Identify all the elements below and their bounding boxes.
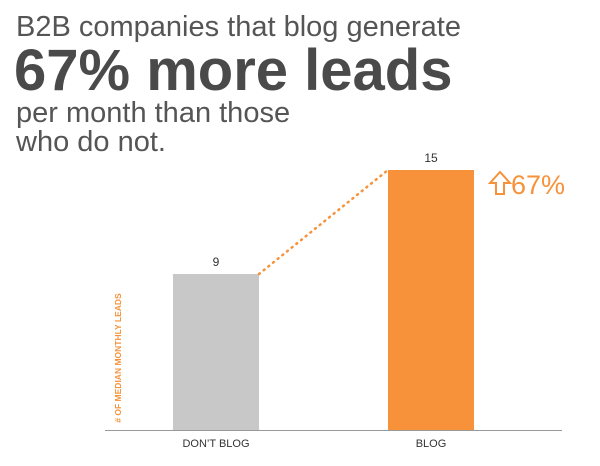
headline: 67% more leads: [14, 38, 452, 103]
value-label: 9: [213, 255, 220, 269]
chart-title: B2B companies that blog generate: [16, 11, 461, 43]
annotation: 67%: [511, 170, 565, 200]
subtitle-line: who do not.: [15, 126, 166, 158]
y-axis-label: # OF MEDIAN MONTHLY LEADS: [113, 293, 123, 423]
subtitle-line: per month than those: [16, 97, 290, 129]
x-tick-label: BLOG: [416, 438, 447, 450]
bar: [388, 170, 474, 430]
up-arrow-icon: [487, 170, 513, 195]
bar: [173, 274, 259, 430]
x-tick-label: DON’T BLOG: [182, 438, 249, 450]
value-label: 15: [424, 151, 438, 165]
connector-dotted-line: [257, 168, 390, 276]
